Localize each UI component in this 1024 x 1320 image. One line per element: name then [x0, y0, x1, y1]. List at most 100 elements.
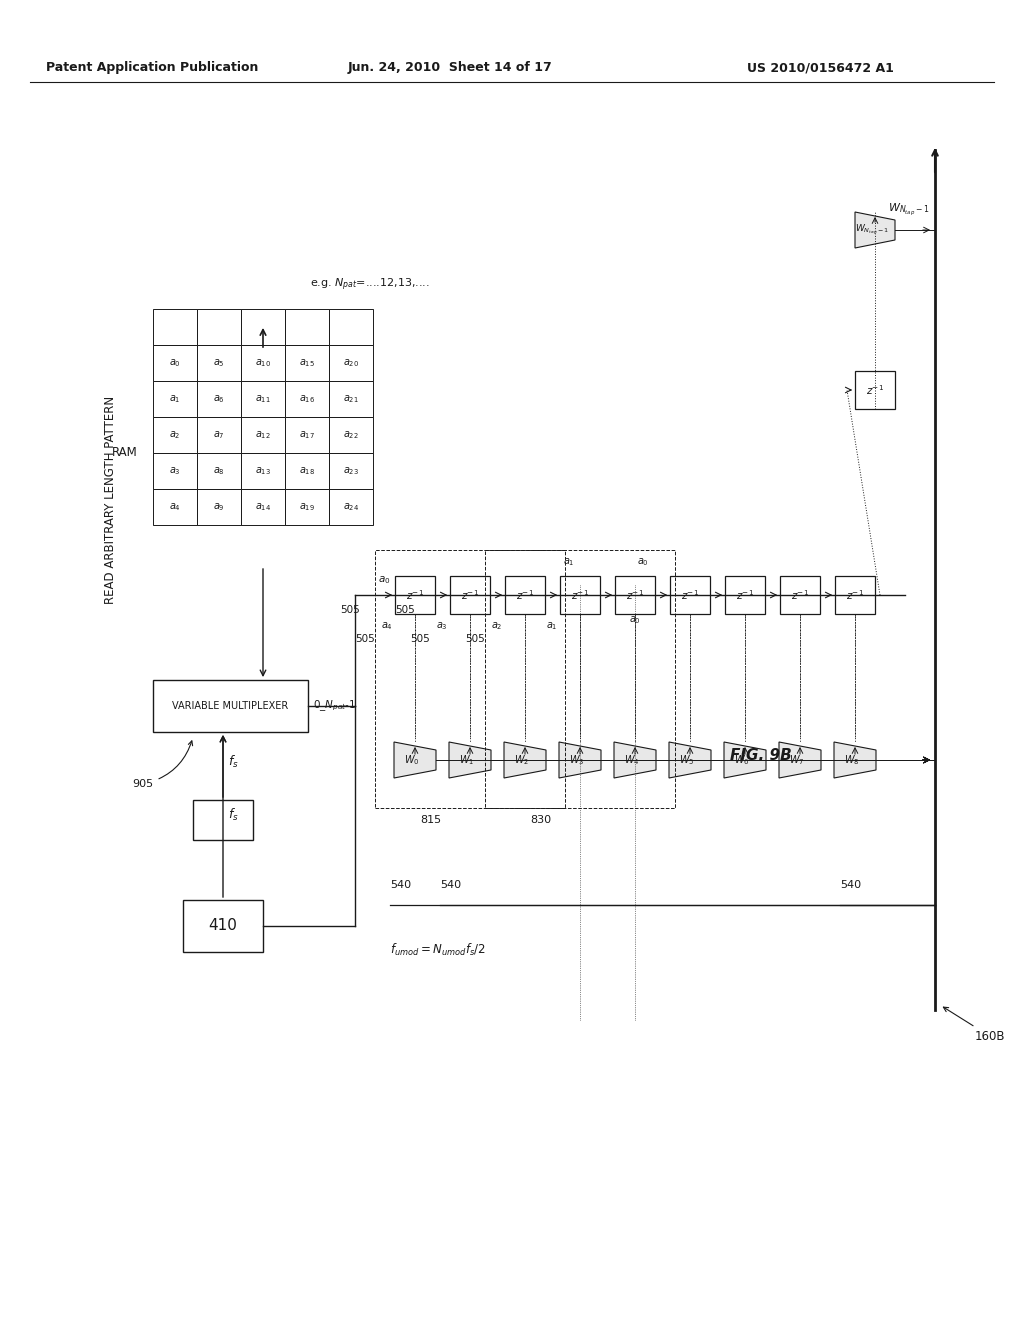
Bar	[183, 900, 263, 952]
Text: $W_2$: $W_2$	[514, 754, 529, 767]
Text: 540: 540	[440, 880, 461, 890]
Text: $W_5$: $W_5$	[679, 754, 694, 767]
Bar	[241, 381, 285, 417]
Bar	[241, 417, 285, 453]
Text: $a_{17}$: $a_{17}$	[299, 429, 315, 441]
Text: US 2010/0156472 A1: US 2010/0156472 A1	[746, 62, 893, 74]
Bar	[285, 417, 329, 453]
Text: $W_7$: $W_7$	[790, 754, 805, 767]
Text: $a_0$: $a_0$	[637, 556, 649, 568]
Polygon shape	[669, 742, 711, 777]
Bar	[329, 381, 373, 417]
Text: $a_2$: $a_2$	[169, 429, 181, 441]
Text: $a_6$: $a_6$	[213, 393, 225, 405]
Bar	[329, 345, 373, 381]
Bar	[241, 453, 285, 488]
Text: 505: 505	[465, 634, 485, 644]
Bar	[241, 309, 285, 345]
Text: $a_{11}$: $a_{11}$	[255, 393, 271, 405]
Text: $W_8$: $W_8$	[844, 754, 860, 767]
Text: $z^{-1}$: $z^{-1}$	[516, 589, 535, 602]
Text: $f_s$: $f_s$	[228, 754, 239, 770]
Bar	[615, 576, 655, 614]
Text: Jun. 24, 2010  Sheet 14 of 17: Jun. 24, 2010 Sheet 14 of 17	[347, 62, 552, 74]
Bar	[197, 309, 241, 345]
Text: 505: 505	[340, 605, 360, 615]
Bar	[197, 417, 241, 453]
Bar	[153, 453, 197, 488]
Text: $z^{-1}$: $z^{-1}$	[571, 589, 589, 602]
Text: $a_{14}$: $a_{14}$	[255, 502, 271, 513]
Bar	[285, 345, 329, 381]
Text: $a_{18}$: $a_{18}$	[299, 465, 315, 477]
Text: $a_2$: $a_2$	[492, 620, 503, 632]
Bar	[329, 488, 373, 525]
Text: $a_{21}$: $a_{21}$	[343, 393, 359, 405]
Bar	[285, 309, 329, 345]
Text: $W_4$: $W_4$	[625, 754, 640, 767]
Text: $z^{-1}$: $z^{-1}$	[406, 589, 424, 602]
Text: $a_{23}$: $a_{23}$	[343, 465, 359, 477]
Text: $z^{-1}$: $z^{-1}$	[866, 383, 884, 397]
Text: 905: 905	[132, 741, 193, 789]
Bar	[329, 453, 373, 488]
Bar	[855, 371, 895, 409]
Text: $a_4$: $a_4$	[381, 620, 393, 632]
Text: 505: 505	[411, 634, 430, 644]
Text: $a_{13}$: $a_{13}$	[255, 465, 271, 477]
Text: $a_{24}$: $a_{24}$	[343, 502, 359, 513]
Text: $a_1$: $a_1$	[563, 556, 575, 568]
Text: $z^{-1}$: $z^{-1}$	[626, 589, 644, 602]
Polygon shape	[724, 742, 766, 777]
Text: $a_{16}$: $a_{16}$	[299, 393, 315, 405]
Text: $a_5$: $a_5$	[213, 358, 225, 368]
Text: $a_3$: $a_3$	[169, 465, 181, 477]
Text: $a_3$: $a_3$	[436, 620, 449, 632]
Text: 410: 410	[209, 919, 238, 933]
Bar	[450, 576, 490, 614]
Bar	[153, 680, 308, 733]
Text: $a_{12}$: $a_{12}$	[255, 429, 271, 441]
Bar	[197, 345, 241, 381]
Text: $a_1$: $a_1$	[169, 393, 181, 405]
Text: $a_{15}$: $a_{15}$	[299, 358, 315, 368]
Text: $a_4$: $a_4$	[169, 502, 181, 513]
Bar	[780, 576, 820, 614]
Text: READ ARBITRARY LENGTH PATTERN: READ ARBITRARY LENGTH PATTERN	[103, 396, 117, 605]
Text: $a_{10}$: $a_{10}$	[255, 358, 271, 368]
Text: $W_{N_{tap}-1}$: $W_{N_{tap}-1}$	[888, 202, 930, 218]
Text: $a_{19}$: $a_{19}$	[299, 502, 315, 513]
Bar	[197, 453, 241, 488]
Polygon shape	[834, 742, 876, 777]
Text: $a_0$: $a_0$	[378, 574, 390, 586]
Text: $a_1$: $a_1$	[547, 620, 558, 632]
Text: $a_8$: $a_8$	[213, 465, 225, 477]
Text: $z^{-1}$: $z^{-1}$	[736, 589, 754, 602]
Text: 160B: 160B	[943, 1007, 1006, 1043]
Text: $a_{20}$: $a_{20}$	[343, 358, 359, 368]
Text: $W_6$: $W_6$	[734, 754, 750, 767]
Bar	[670, 576, 710, 614]
Text: VARIABLE MULTIPLEXER: VARIABLE MULTIPLEXER	[172, 701, 289, 711]
Polygon shape	[394, 742, 436, 777]
Polygon shape	[449, 742, 490, 777]
Bar	[285, 453, 329, 488]
Bar	[375, 550, 565, 808]
Text: $a_{22}$: $a_{22}$	[343, 429, 359, 441]
Text: $z^{-1}$: $z^{-1}$	[791, 589, 809, 602]
Text: $z^{-1}$: $z^{-1}$	[461, 589, 479, 602]
Bar	[153, 309, 197, 345]
Bar	[835, 576, 874, 614]
Polygon shape	[779, 742, 821, 777]
Text: 815: 815	[420, 814, 441, 825]
Bar	[153, 381, 197, 417]
Bar	[395, 576, 435, 614]
Bar	[329, 417, 373, 453]
Bar	[153, 417, 197, 453]
Text: $W_0$: $W_0$	[404, 754, 420, 767]
Bar	[285, 381, 329, 417]
Text: 505: 505	[355, 634, 375, 644]
Text: $W_3$: $W_3$	[569, 754, 585, 767]
Text: 830: 830	[530, 814, 551, 825]
Bar	[241, 488, 285, 525]
